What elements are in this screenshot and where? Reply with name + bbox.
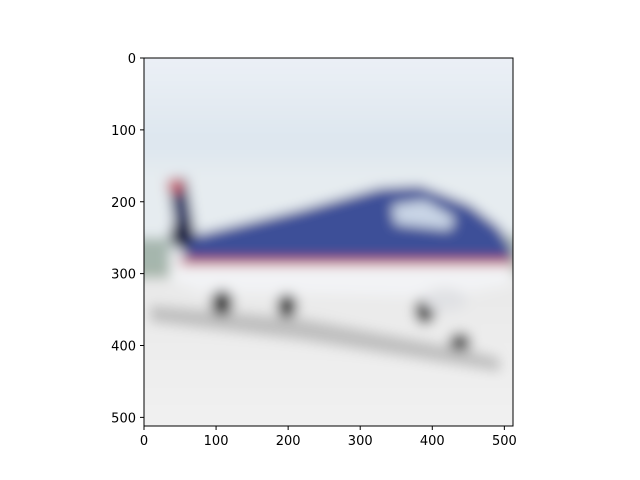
y-axis-ticks: 0 100 200 300 400 500: [111, 52, 144, 426]
image-area: [144, 58, 513, 426]
y-tick-label: 200: [111, 196, 136, 211]
y-tick-label: 500: [111, 411, 136, 426]
x-tick-label: 400: [420, 434, 445, 449]
x-tick-label: 200: [276, 434, 301, 449]
x-tick-label: 100: [204, 434, 229, 449]
y-tick-label: 100: [111, 124, 136, 139]
x-axis-ticks: 0 100 200 300 400 500: [140, 426, 517, 449]
x-tick-label: 300: [348, 434, 373, 449]
x-tick-label: 500: [492, 434, 517, 449]
main-gear-right: [277, 294, 297, 318]
x-tick-label: 0: [140, 434, 148, 449]
main-gear-left: [211, 290, 233, 316]
cockpit-window: [392, 200, 455, 230]
axes-frame: [143, 57, 514, 427]
red-stripe: [180, 258, 512, 265]
plane-shadow: [150, 305, 500, 372]
y-tick-label: 0: [128, 52, 136, 67]
y-tick-label: 300: [111, 268, 136, 283]
y-tick-label: 400: [111, 340, 136, 355]
